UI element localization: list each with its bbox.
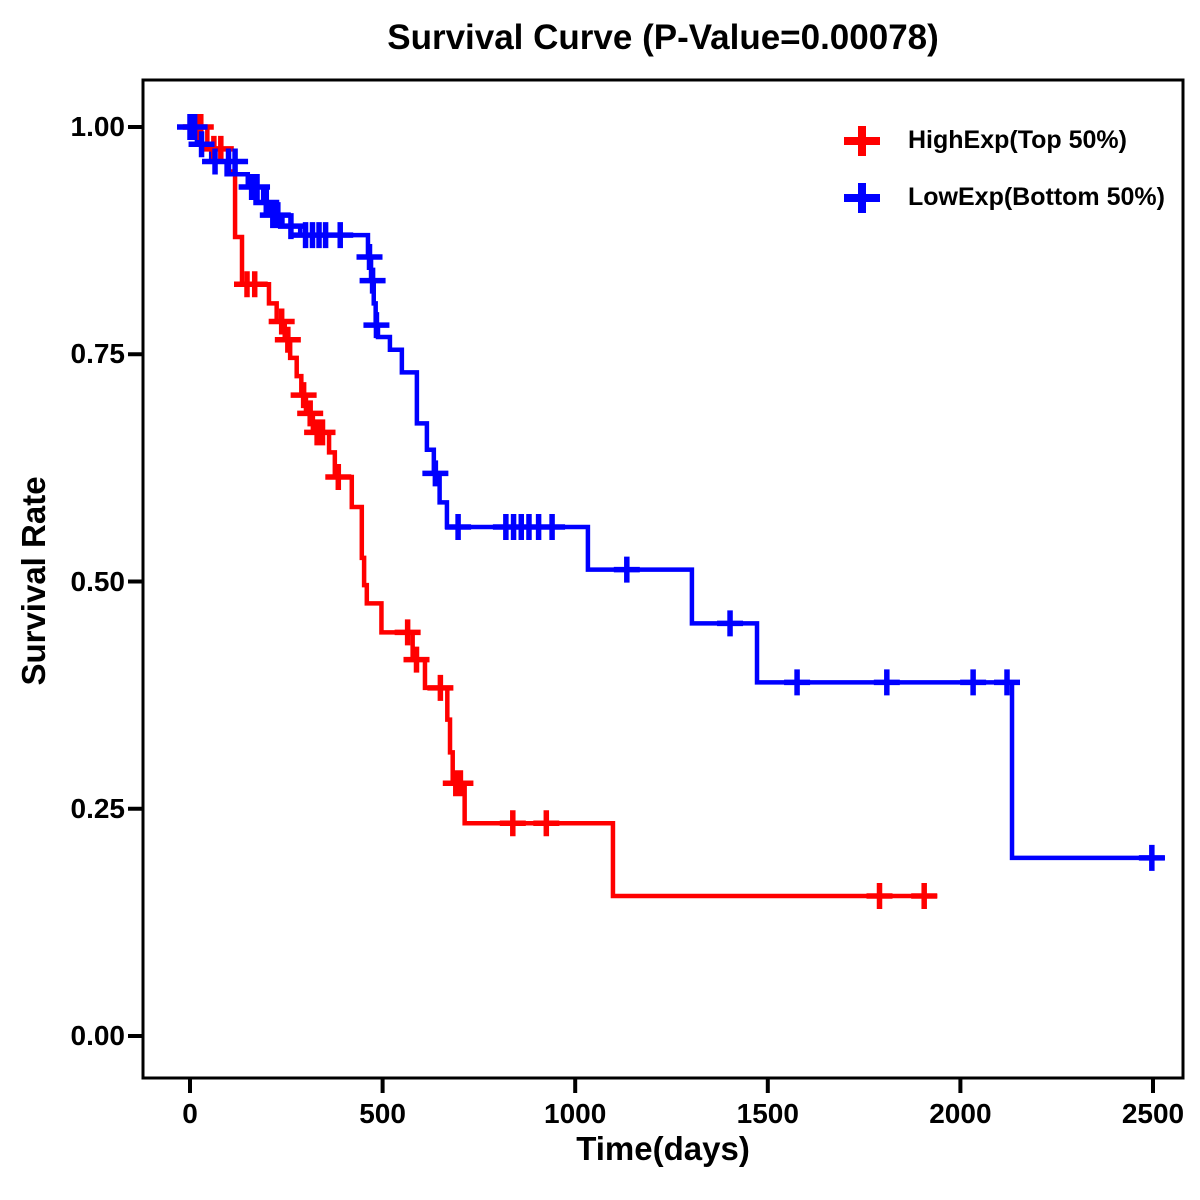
plot-panel-border [141,78,1185,1080]
y-tick-label-0.75: 0.75 [70,338,126,370]
legend-item-lowexp: LowExp(Bottom 50%) [840,169,1165,226]
x-tick-label-2500: 2500 [1121,1098,1185,1129]
x-tick-label-2000: 2000 [929,1098,992,1129]
legend-item-highexp: HighExp(Top 50%) [840,112,1165,169]
x-tick-label-1500: 1500 [736,1098,799,1129]
legend-label-highexp: HighExp(Top 50%) [908,126,1127,154]
lowexp-plus-icon [844,182,880,213]
highexp-plus-icon [844,125,880,156]
legend: HighExp(Top 50%) LowExp(Bottom 50%) [840,112,1165,226]
x-tick-label-0: 0 [182,1098,198,1129]
y-tick-label-1.00: 1.00 [70,111,126,142]
legend-label-lowexp: LowExp(Bottom 50%) [908,183,1165,211]
y-tick-label-0.50: 0.50 [70,565,126,597]
series-0-curve [190,124,938,899]
y-tick-label-0.25: 0.25 [70,792,126,824]
x-tick-label-1000: 1000 [544,1098,607,1129]
x-axis-title: Time(days) [576,1130,750,1167]
series-1-censor-marks [177,114,1165,871]
chart-title: Survival Curve (P-Value=0.00078) [387,18,939,57]
x-tick-label-500: 500 [359,1098,406,1129]
y-tick-label-0.00: 0.00 [70,1020,126,1051]
